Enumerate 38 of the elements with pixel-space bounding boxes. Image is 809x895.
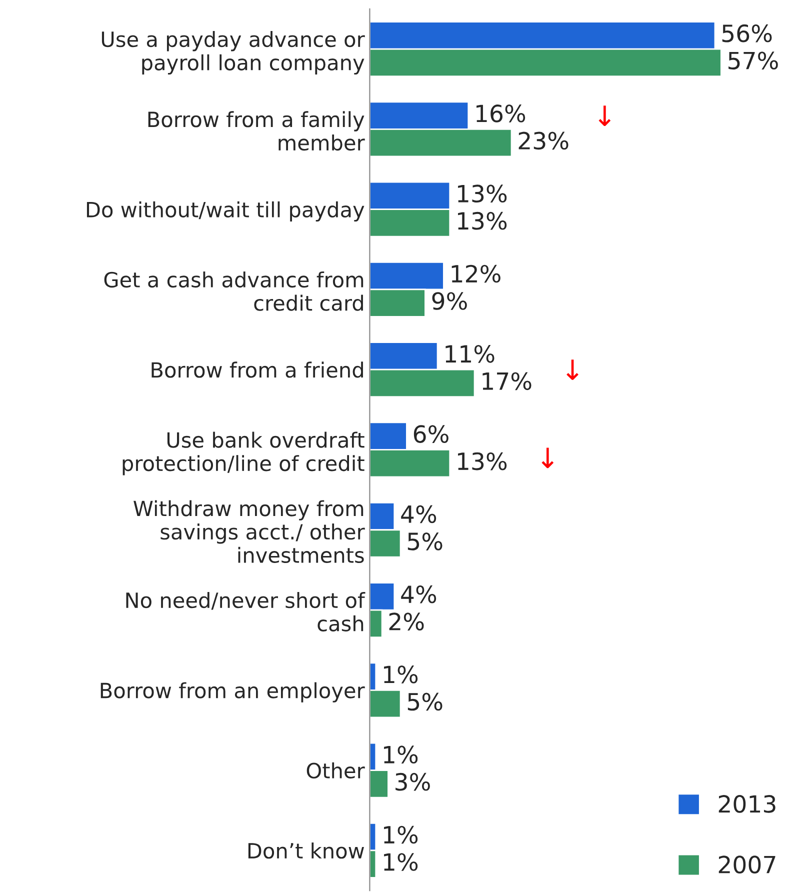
data-label: 1%	[384, 826, 418, 844]
data-label: 3%	[396, 772, 430, 791]
annotation: ↓	[598, 106, 611, 126]
y-tick-label: Don’t know	[248, 842, 364, 859]
data-label: 2%	[389, 612, 424, 630]
data-label: 57%	[728, 52, 778, 70]
data-label: 4%	[401, 585, 436, 604]
data-label: 5%	[408, 692, 442, 711]
data-label: 9%	[432, 292, 467, 310]
data-label: 23%	[518, 132, 568, 150]
y-tick-label: Do without/wait till payday	[86, 201, 364, 222]
legend-label: 2007	[718, 856, 776, 874]
data-label: 6%	[414, 425, 448, 443]
y-tick-label: Use bank overdraft protection/line of credit	[122, 432, 364, 476]
data-label: 13%	[458, 212, 507, 230]
data-label: 13%	[458, 184, 507, 203]
annotation: ↓	[542, 448, 554, 468]
y-tick-label: Withdraw money from savings acct./ other investments	[134, 500, 365, 564]
data-label: 16%	[476, 104, 526, 122]
y-tick-label: No need/never short of cash	[126, 592, 366, 632]
y-tick-label: Get a cash advance from credit card	[104, 271, 364, 311]
data-label: 56%	[722, 24, 772, 42]
data-label: 4%	[401, 505, 436, 524]
data-label: 5%	[408, 532, 442, 550]
data-label: 17%	[482, 372, 532, 390]
y-tick-label: Other	[306, 762, 365, 779]
y-tick-label: Use a payday advance or payroll loan company	[102, 31, 365, 75]
annotation: ↓	[566, 360, 578, 380]
legend-label: 2013	[718, 795, 776, 813]
data-label: 1%	[384, 746, 418, 764]
y-tick-label: Borrow from a family member	[148, 111, 365, 151]
data-label: 12%	[452, 264, 500, 283]
data-label: 1%	[384, 853, 418, 871]
y-tick-label: Borrow from a friend	[152, 362, 363, 378]
data-label: 1%	[384, 666, 418, 684]
data-label: 13%	[458, 452, 507, 470]
y-tick-label: Borrow from an employer	[100, 682, 365, 702]
data-label: 11%	[446, 344, 494, 363]
